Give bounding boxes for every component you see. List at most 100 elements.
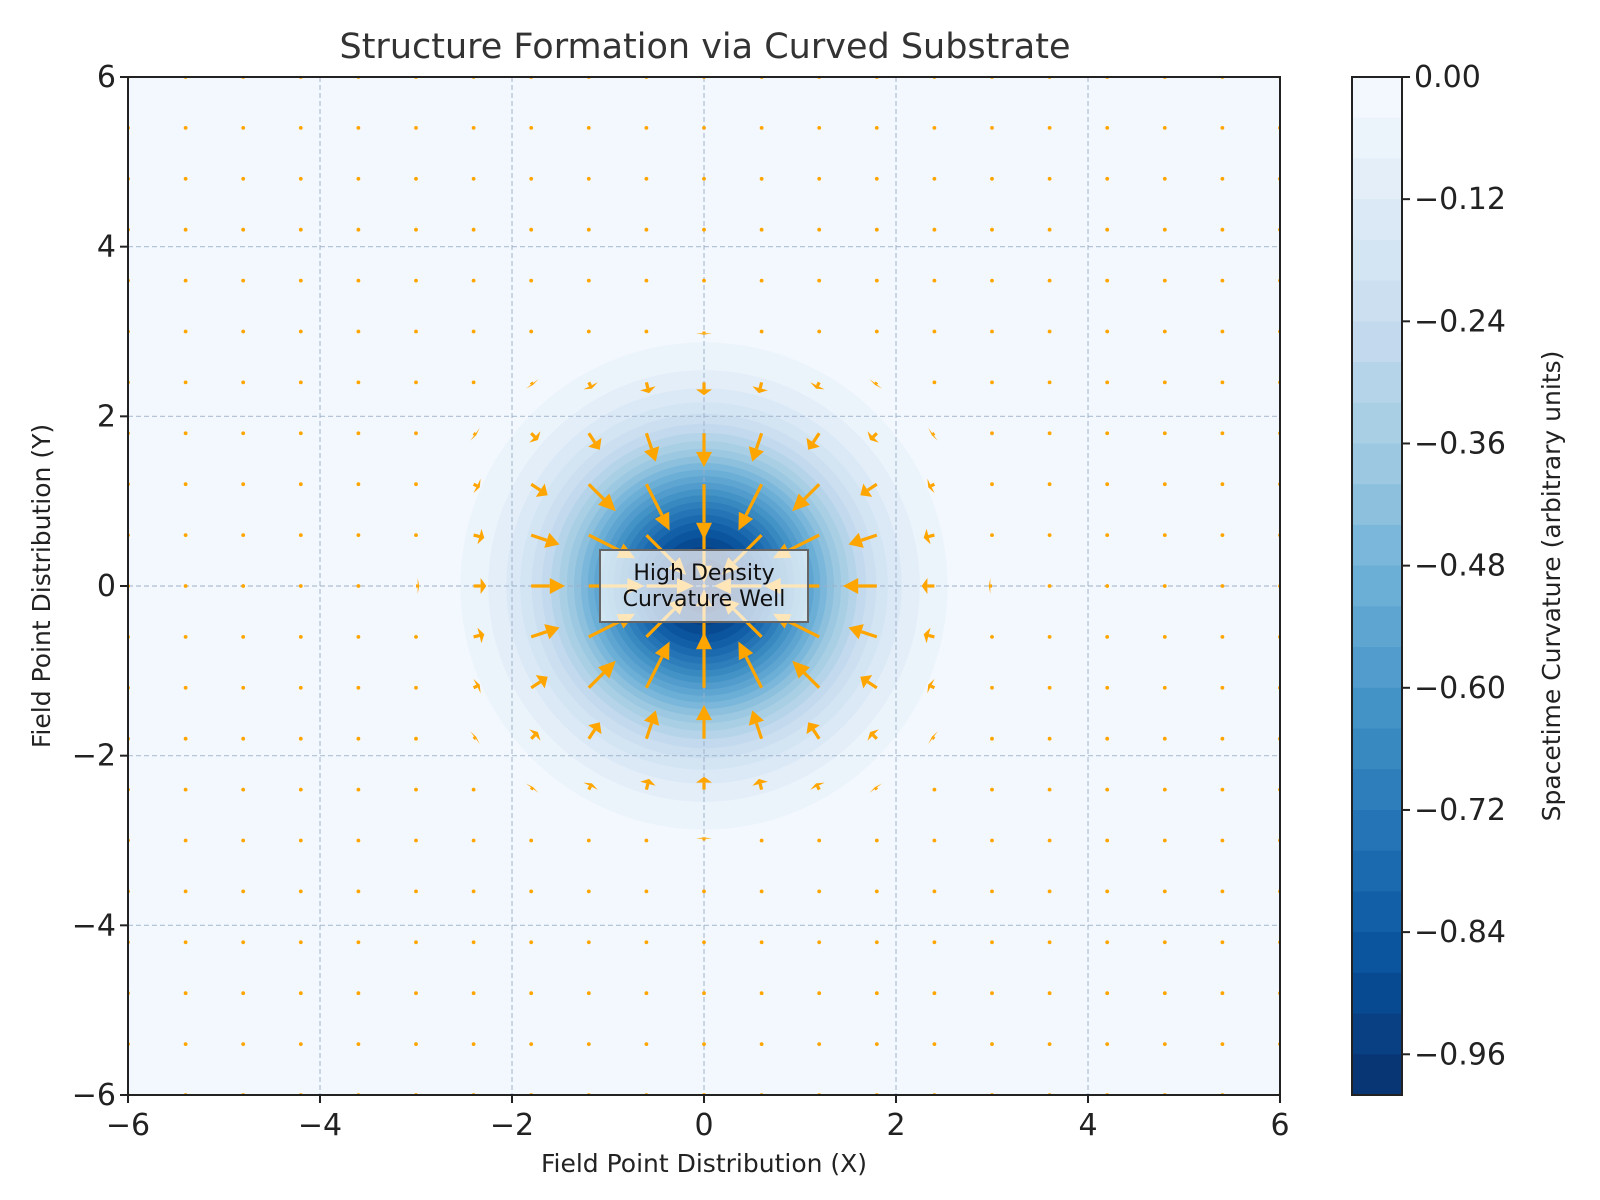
quiver-arrow	[860, 630, 878, 639]
quiver-arrow	[1047, 889, 1052, 894]
x-tick-label: −2	[490, 1108, 534, 1143]
quiver-arrow	[866, 482, 878, 492]
colorbar-tick-label: −0.60	[1414, 671, 1506, 706]
quiver-arrow	[990, 176, 994, 181]
quiver-arrow	[1220, 889, 1225, 894]
quiver-arrow	[928, 533, 935, 539]
quiver-arrowhead	[843, 578, 859, 594]
quiver-arrowhead	[810, 782, 825, 790]
quiver-arrowhead	[696, 389, 712, 396]
quiver-arrow	[787, 619, 820, 639]
x-tick-label: 4	[1078, 1108, 1097, 1143]
quiver-arrow	[529, 126, 534, 130]
quiver-arrow	[356, 227, 361, 232]
quiver-arrow	[1047, 278, 1052, 283]
quiver-arrow	[586, 278, 591, 283]
quiver-arrow	[874, 381, 879, 385]
quiver-arrowhead	[588, 722, 602, 735]
quiver-arrow	[874, 227, 879, 232]
quiver-arrow	[241, 838, 246, 843]
colorbar-tick-label: −0.12	[1414, 182, 1506, 217]
quiver-arrow	[356, 787, 361, 792]
quiver-arrow	[811, 432, 821, 444]
quiver-arrowhead	[928, 427, 938, 441]
quiver-arrow	[1047, 940, 1052, 945]
quiver-arrow	[586, 1042, 591, 1046]
quiver-arrow	[241, 787, 246, 792]
quiver-arrowhead	[473, 478, 481, 494]
quiver-arrow	[241, 584, 246, 588]
quiver-arrowhead	[529, 431, 541, 443]
quiver-arrow	[874, 991, 879, 996]
annotation-rect	[599, 549, 809, 623]
quiver-arrow	[1220, 176, 1225, 181]
quiver-arrow	[241, 736, 246, 741]
quiver-arrow	[932, 736, 936, 741]
quiver-arrow	[471, 227, 476, 232]
quiver-arrow	[529, 787, 534, 791]
quiver-arrowhead	[792, 493, 810, 512]
quiver-arrow	[1047, 584, 1052, 588]
quiver-arrow	[298, 1042, 303, 1046]
quiver-arrow	[1047, 685, 1052, 690]
colorbar-segment	[1352, 239, 1402, 282]
quiver-arrow	[529, 889, 534, 894]
quiver-arrow	[471, 838, 476, 843]
quiver-arrowhead	[583, 782, 598, 790]
colorbar-segment	[1352, 402, 1402, 445]
quiver-arrow	[644, 722, 654, 740]
quiver-arrowhead	[810, 382, 825, 390]
quiver-arrow	[1105, 227, 1110, 232]
quiver-arrow	[241, 329, 246, 334]
quiver-arrowhead	[470, 427, 480, 441]
colorbar-segment	[1352, 972, 1402, 1015]
quiver-arrow	[586, 889, 591, 894]
colorbar-tick-label: −0.96	[1414, 1037, 1506, 1072]
quiver-arrow	[759, 838, 764, 843]
quiver-arrow	[871, 733, 878, 740]
colorbar-title: Spacetime Curvature (arbitrary units)	[1537, 351, 1566, 822]
quiver-arrow	[471, 1042, 476, 1046]
quiver-arrow	[1162, 533, 1167, 537]
quiver-arrow	[1105, 685, 1110, 690]
quiver-arrow	[644, 176, 649, 181]
colorbar-tick-label: −0.36	[1414, 426, 1506, 461]
y-tick-label: −2	[72, 739, 116, 774]
quiver-arrow	[932, 380, 937, 385]
quiver-arrow	[1162, 1042, 1167, 1046]
quiver-arrowhead	[525, 783, 539, 793]
colorbar-segment	[1352, 321, 1402, 363]
quiver-arrow	[586, 991, 591, 996]
colorbar-segment	[1352, 769, 1402, 811]
quiver-arrow	[990, 838, 994, 843]
quiver-arrowhead	[598, 660, 616, 679]
quiver-arrow	[1105, 584, 1110, 588]
quiver-arrowhead	[867, 729, 879, 741]
quiver-arrowhead	[848, 532, 864, 548]
quiver-arrow	[1162, 329, 1167, 334]
quiver-arrow	[1047, 736, 1052, 741]
quiver-arrow	[472, 684, 478, 690]
quiver-arrowhead	[923, 528, 931, 545]
quiver-arrow	[183, 736, 188, 741]
colorbar-segment	[1352, 1054, 1402, 1096]
quiver-arrow	[702, 278, 706, 283]
quiver-arrowhead	[923, 627, 931, 644]
quiver-arrow	[586, 940, 591, 945]
quiver-arrow	[356, 1042, 361, 1046]
quiver-arrow	[471, 991, 476, 996]
quiver-arrow	[588, 619, 621, 639]
quiver-arrow	[298, 736, 303, 741]
quiver-arrow	[817, 889, 822, 894]
quiver-arrow	[754, 722, 764, 740]
quiver-arrow	[587, 483, 605, 501]
quiver-arrowhead	[640, 386, 656, 394]
quiver-arrow	[932, 176, 937, 181]
quiver-arrow	[529, 381, 534, 385]
quiver-arrow	[414, 126, 418, 130]
quiver-arrow	[183, 176, 188, 181]
quiver-arrow	[241, 940, 246, 945]
quiver-arrow	[874, 278, 879, 283]
quiver-arrow	[932, 787, 937, 792]
quiver-arrowhead	[928, 731, 938, 745]
